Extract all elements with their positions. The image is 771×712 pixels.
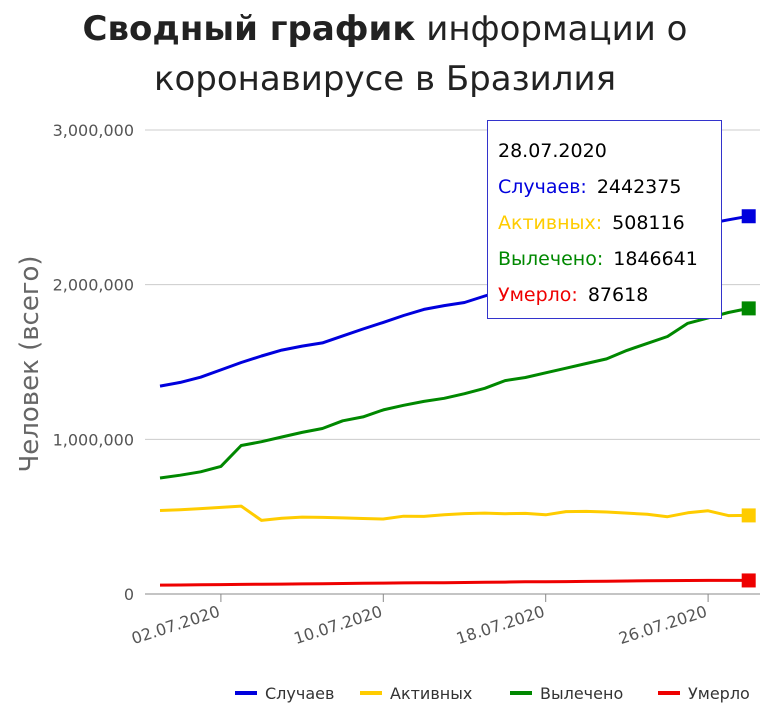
x-tick-label-0: 02.07.2020 [129,602,222,648]
tooltip-value-active: 508116 [612,212,685,234]
x-tick-labels: 02.07.2020 10.07.2020 18.07.2020 26.07.2020 [129,602,709,648]
x-tick-label-3: 26.07.2020 [616,602,709,648]
tooltip-label-recovered: Вылечено: [498,248,604,270]
series-line-1 [159,504,749,522]
series-end-marker-3 [741,573,756,588]
legend-label-3: Умерло [688,684,750,703]
legend[interactable]: Случаев Активных Вылечено Умерло [235,684,750,703]
y-tick-label-3: 3,000,000 [53,121,134,140]
chart-title-line2: коронавирусе в Бразилия [154,59,616,99]
tooltip-label-active: Активных: [498,212,603,234]
chart-title: Сводный график информации о [83,9,688,49]
tooltip-value-cases: 2442375 [596,176,682,198]
chart-title-rest: информации о [415,9,687,49]
tooltip-value-deaths: 87618 [587,284,649,306]
y-tick-label-0: 0 [124,585,134,604]
tooltip: 28.07.2020 Случаев: 2442375 Активных: 5081… [487,120,722,319]
y-tick-labels: 0 1,000,000 2,000,000 3,000,000 [53,121,134,604]
tooltip-date: 28.07.2020 [498,140,607,162]
tooltip-label-deaths: Умерло: [498,284,578,306]
legend-label-0: Случаев [265,684,334,703]
series-line-2 [159,306,749,480]
chart-title-bold: Сводный график [83,9,416,49]
legend-label-2: Вылечено [540,684,623,703]
tooltip-row-active: Активных: 508116 [498,205,721,241]
tooltip-row-deaths: Умерло: 87618 [498,277,721,313]
series-end-marker-0 [741,209,756,224]
tooltip-value-recovered: 1846641 [613,248,698,270]
y-tick-label-2: 2,000,000 [53,276,134,295]
tooltip-row-recovered: Вылечено: 1846641 [498,241,721,277]
x-tick-label-2: 18.07.2020 [454,602,547,648]
tooltip-label-cases: Случаев: [498,176,587,198]
tooltip-row-cases: Случаев: 2442375 [498,169,721,205]
y-axis-label: Человек (всего) [15,255,45,472]
series-line-3 [159,578,749,587]
series-end-marker-1 [741,508,756,523]
legend-label-1: Активных [390,684,472,703]
series-end-marker-2 [741,301,756,316]
y-tick-label-1: 1,000,000 [53,430,134,449]
x-tick-label-1: 10.07.2020 [292,602,385,648]
series-end-markers [741,209,756,588]
